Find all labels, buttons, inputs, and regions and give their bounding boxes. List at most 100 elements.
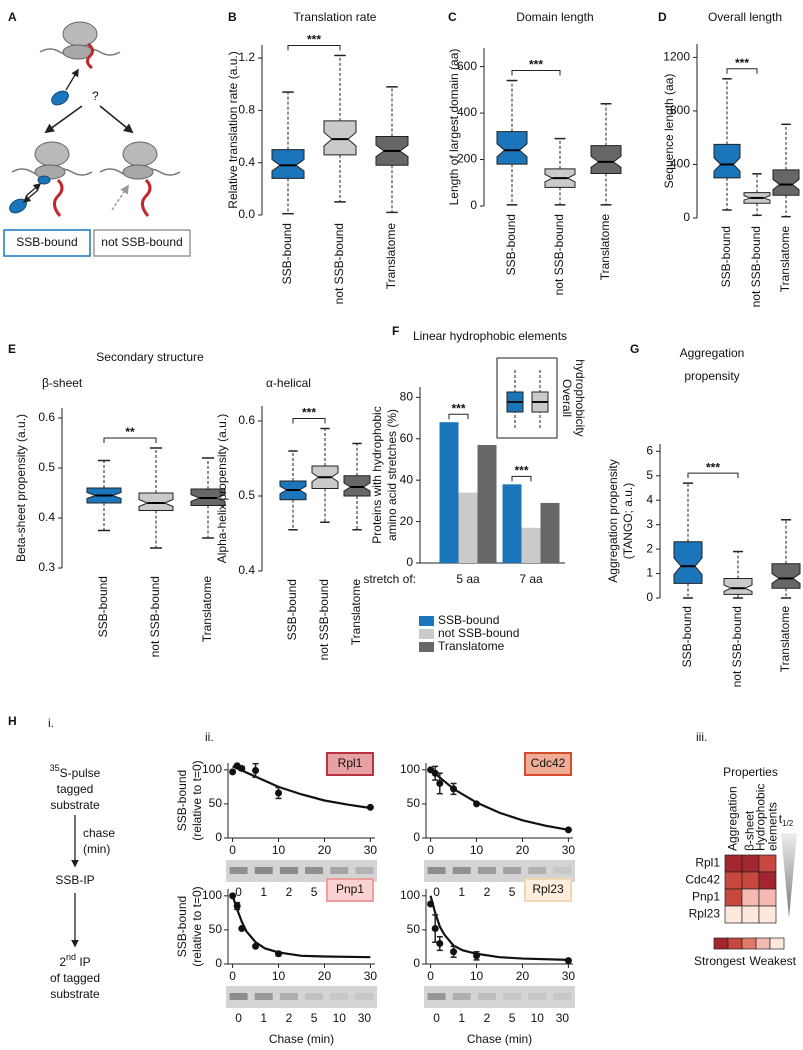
y-axis-label: (relative to t=0) [190,760,204,840]
significance-bracket [292,418,326,424]
x-tick-label: 0 [229,969,236,983]
gel-band [528,867,547,874]
data-point [450,948,458,956]
protein-tag [524,752,572,776]
x-tick-label: Translatome [778,226,792,293]
gel-band [254,867,273,874]
trend-text: t [779,812,783,826]
panel-label: A [8,10,17,24]
box [713,143,741,179]
data-point [275,789,283,797]
chart-title: Linear hydrophobic elements [413,329,567,343]
y-tick-label: 600 [457,59,477,73]
heatmap-cell [724,871,743,890]
x-tick-label: 10 [470,969,484,983]
y-tick-label: 50 [209,796,223,810]
gel-band [477,867,496,874]
heatmap-cell [724,905,743,924]
chart-title: propensity [684,369,739,383]
y-tick-label: 100 [202,762,222,776]
panel-label: F [392,324,399,338]
fit-curve [231,895,371,959]
lane-label: 5 [509,1011,516,1025]
gel-band [452,867,471,874]
x-tick-label: not SSB-bound [552,214,566,295]
y-tick-label: 2 [646,541,653,555]
lane-label: 2 [286,885,293,899]
gel-image [424,986,575,1008]
y-tick-label: 0 [683,210,690,224]
y-tick-label: 80 [400,390,414,404]
scale-label: Weakest [750,954,797,968]
gel-band [427,993,446,1000]
protocol-text: S-pulse [60,766,101,780]
gel-band [503,867,522,874]
x-axis-label: Chase (min) [467,1032,532,1046]
superscript: nd [66,952,76,962]
y-tick-label: 1200 [663,50,690,64]
y-axis-label: Length of largest domain (aa) [447,49,461,206]
lane-label: 5 [311,1011,318,1025]
significance-bracket [511,475,532,482]
gel-band [279,867,298,874]
gel-band [330,867,349,874]
panel-title: Secondary structure [96,350,204,364]
protocol-text: 2 [59,955,66,969]
heatmap-title: Properties [723,765,778,779]
significance-bracket [511,70,561,76]
y-axis-label: Aggregation propensity [606,459,620,582]
y-axis-label: amino acid stretches (%) [385,409,399,541]
step-label: i. [48,716,54,730]
y-axis-label: (TANGO; a.u.) [621,483,635,559]
heatmap-cell [741,871,760,890]
hydrophobicity-inset [496,357,558,439]
scale-swatch [727,937,743,950]
box [271,149,305,179]
gel-band [553,867,572,874]
y-axis-label: SSB-bound [175,896,189,957]
gel-band [452,993,471,1000]
x-tick-label: SSB-bound [504,214,518,275]
panel-label: C [448,10,457,24]
row-label: Rpl23 [689,907,721,921]
subscript: 1/2 [782,819,794,828]
lane-label: 30 [556,1011,570,1025]
protocol-step: (min) [83,842,110,856]
y-tick-label: 800 [670,103,690,117]
x-tick-label: 0 [427,843,434,857]
y-tick-label: 1.2 [238,50,255,64]
data-point [436,779,444,787]
significance-label: *** [529,58,543,72]
significance-bracket [103,437,157,443]
x-tick-label: 10 [272,843,286,857]
column-label: Aggregation [726,786,740,851]
data-point [275,950,283,958]
x-tick-label: not SSB-bound [317,579,331,660]
gel-band [427,867,446,874]
gel-image [226,986,377,1008]
data-point [564,957,572,965]
protein-name: Cdc42 [531,756,566,770]
y-tick-label: 3 [646,517,653,531]
column-label: β-sheet [743,810,757,851]
heatmap-cell [724,888,743,907]
significance-bracket [726,68,758,74]
data-point [229,768,237,776]
protocol-step: chase [83,826,115,840]
heatmap-cell [741,905,760,924]
x-tick-label: not SSB-bound [749,226,763,307]
heatmap-cell [758,854,777,873]
y-tick-label: 0.6 [38,410,55,424]
legend-label: Translatome [438,639,505,653]
bar [502,484,522,563]
panel-label: G [630,342,639,356]
y-tick-label: 0 [215,956,222,970]
gel-band [254,993,273,1000]
data-point [473,800,481,808]
lane-label: 0 [235,1011,242,1025]
y-tick-label: 200 [457,152,477,166]
x-tick-label: 20 [516,969,530,983]
protein-name: Rpl23 [532,882,564,896]
x-tick-label: Translatome [384,223,398,290]
x-tick-label: not SSB-bound [332,223,346,304]
